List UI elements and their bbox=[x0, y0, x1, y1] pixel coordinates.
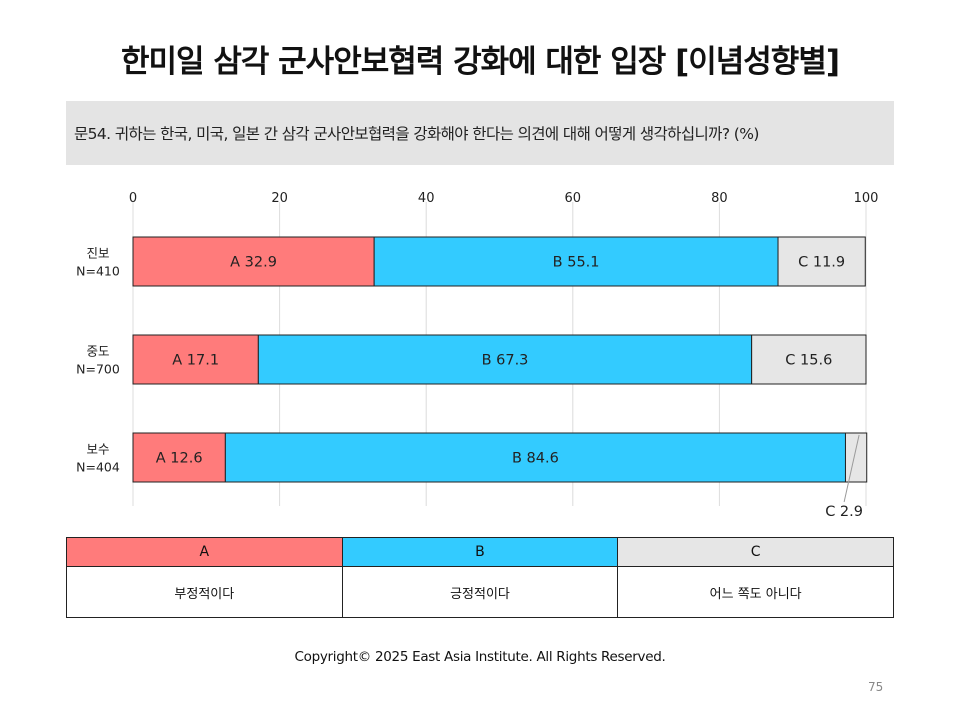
category-n-label: N=410 bbox=[76, 264, 120, 279]
category-label: 중도 bbox=[86, 344, 109, 359]
bar-segment-c bbox=[777, 236, 866, 287]
data-label: C 15.6 bbox=[785, 353, 832, 369]
stacked-bar-chart: 0 20 40 60 80 100 A 32.9 B 55.1 C 11.9 진보 N=410 A 1… bbox=[76, 191, 879, 520]
page-title: 한미일 삼각 군사안보협력 강화에 대한 입장 [이념성향별] bbox=[120, 44, 840, 80]
x-tick-label: 60 bbox=[565, 191, 582, 206]
x-tick-label: 40 bbox=[418, 191, 435, 206]
data-label: B 67.3 bbox=[482, 353, 529, 369]
legend-label-b: 긍정적이다 bbox=[341, 566, 619, 618]
bar-segment-c bbox=[751, 334, 867, 385]
data-label: C 11.9 bbox=[798, 255, 845, 271]
legend-key-b: B bbox=[341, 537, 619, 567]
bar-segment-a bbox=[132, 236, 375, 287]
bar-segment-a bbox=[132, 334, 259, 385]
legend-label-a: 부정적이다 bbox=[66, 566, 343, 618]
bar-segment-c bbox=[844, 432, 868, 483]
data-label: B 55.1 bbox=[553, 255, 600, 271]
x-tick-label: 0 bbox=[129, 191, 137, 206]
x-tick-label: 100 bbox=[854, 191, 879, 206]
category-label: 진보 bbox=[86, 246, 109, 261]
legend-label-c: 어느 쪽도 아니다 bbox=[617, 566, 894, 618]
data-label: A 12.6 bbox=[156, 451, 203, 467]
legend-table: A B C 부정적이다 긍정적이다 어느 쪽도 아니다 bbox=[66, 537, 894, 618]
question-text: 문54. 귀하는 한국, 미국, 일본 간 삼각 군사안보협력을 강화해야 한다… bbox=[74, 125, 759, 143]
data-label: B 84.6 bbox=[512, 451, 559, 467]
bar-segment-a bbox=[132, 432, 226, 483]
category-label: 보수 bbox=[86, 442, 109, 457]
bar-segment-b bbox=[224, 432, 846, 483]
x-tick-label: 80 bbox=[711, 191, 728, 206]
data-label: A 32.9 bbox=[230, 255, 277, 271]
page-number: 75 bbox=[868, 680, 884, 694]
x-tick-label: 20 bbox=[271, 191, 288, 206]
leader-line bbox=[843, 434, 860, 503]
legend-key-a: A bbox=[66, 537, 343, 567]
bar-segment-b bbox=[257, 334, 753, 385]
category-n-label: N=404 bbox=[76, 460, 120, 475]
copyright: Copyright© 2025 East Asia Institute. All… bbox=[294, 649, 666, 665]
data-label: C 2.9 bbox=[825, 504, 863, 520]
legend-key-c: C bbox=[617, 537, 894, 567]
data-label: A 17.1 bbox=[172, 353, 219, 369]
category-n-label: N=700 bbox=[76, 362, 120, 377]
question-box: 문54. 귀하는 한국, 미국, 일본 간 삼각 군사안보협력을 강화해야 한다… bbox=[66, 101, 894, 165]
